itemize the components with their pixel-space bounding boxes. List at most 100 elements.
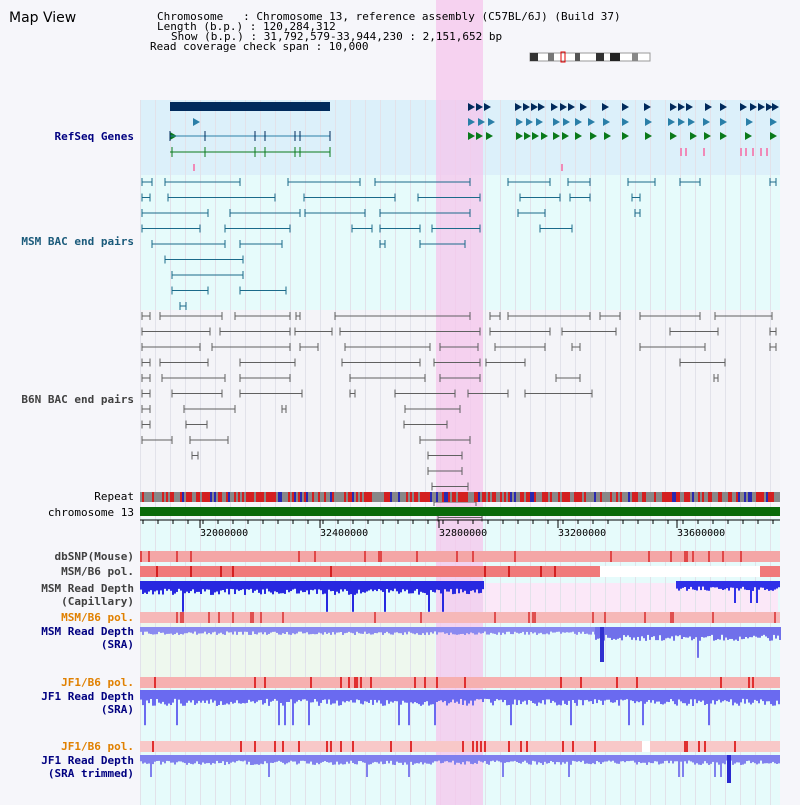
jf1-b6-pol-strip — [414, 677, 416, 688]
jf1-b6-pol-strip — [296, 677, 298, 688]
jf1-trim-depth-bar — [512, 755, 514, 762]
jf1-sra-depth-bar — [596, 690, 598, 704]
msm-b6-pol-strip — [650, 612, 652, 623]
jf1-trim-depth-bar — [490, 755, 492, 762]
msm-sra-depth-bar — [192, 627, 194, 634]
dbsnp-strip — [744, 551, 746, 562]
msm-b6-pol-strip — [262, 612, 264, 623]
track-label-msm-depth-sra-line1[interactable]: MSM Read Depth — [41, 625, 134, 638]
track-label-jf1-depth-sra-line1[interactable]: JF1 Read Depth — [41, 690, 134, 703]
msm-sra-depth-bar — [230, 627, 232, 633]
jf1-b6-pol-strip — [582, 741, 584, 752]
jf1-trim-depth-bar — [426, 755, 428, 764]
track-label-msm-bac[interactable]: MSM BAC end pairs — [21, 235, 134, 248]
track-label-repeat[interactable]: Repeat — [94, 490, 134, 503]
jf1-b6-pol-strip — [242, 677, 244, 688]
jf1-sra-depth-bar — [346, 690, 348, 701]
dbsnp-strip — [664, 551, 666, 562]
dbsnp-strip — [276, 551, 278, 562]
msm-b6-pol-strip — [730, 566, 732, 577]
selection-highlight — [436, 0, 483, 805]
dbsnp-strip — [160, 551, 162, 562]
jf1-b6-pol-strip — [718, 677, 720, 688]
msm-b6-pol-strip — [434, 612, 436, 623]
msm-sra-depth-bar — [198, 627, 200, 634]
msm-sra-depth-bar — [348, 627, 350, 632]
jf1-b6-pol-strip — [562, 741, 564, 752]
track-label-jf1-b6-pol-1[interactable]: JF1/B6 pol. — [61, 676, 134, 689]
msm-capillary-depth-bar — [296, 581, 298, 594]
jf1-trim-depth-bar — [160, 755, 162, 765]
dbsnp-strip — [596, 551, 598, 562]
refseq-gene-arrow — [644, 103, 651, 111]
jf1-trim-depth-bar — [602, 755, 604, 763]
msm-b6-pol-strip — [700, 566, 702, 577]
track-label-msm-depth-cap-line1[interactable]: MSM Read Depth — [41, 582, 134, 595]
repeat-segment — [672, 492, 674, 502]
msm-sra-depth-bar — [252, 627, 254, 632]
repeat-segment — [192, 492, 194, 502]
msm-sra-depth-bar — [342, 627, 344, 635]
track-label-jf1-b6-pol-2[interactable]: JF1/B6 pol. — [61, 740, 134, 753]
jf1-b6-pol-strip — [512, 741, 514, 752]
jf1-b6-pol-strip — [344, 741, 346, 752]
jf1-sra-depth-bar — [708, 690, 710, 726]
repeat-segment — [500, 492, 502, 502]
msm-capillary-depth-bar — [436, 581, 438, 590]
track-label-chromosome[interactable]: chromosome 13 — [47, 506, 134, 519]
jf1-sra-depth-bar — [576, 690, 578, 706]
track-label-dbsnp[interactable]: dbSNP(Mouse) — [54, 550, 134, 563]
jf1-sra-depth-bar — [734, 690, 736, 703]
jf1-b6-pol-strip — [490, 741, 492, 752]
track-label-jf1-depth-trim-line1[interactable]: JF1 Read Depth — [41, 754, 134, 767]
msm-b6-pol-strip — [316, 566, 318, 577]
track-label-b6n-bac[interactable]: B6N BAC end pairs — [21, 393, 134, 406]
jf1-b6-pol-strip — [528, 741, 530, 752]
jf1-b6-pol-strip — [658, 741, 660, 752]
track-label-msm-b6-pol-1[interactable]: MSM/B6 pol. — [61, 565, 134, 578]
jf1-b6-pol-strip — [260, 677, 262, 688]
repeat-segment — [146, 492, 148, 502]
dbsnp-strip — [268, 551, 270, 562]
track-label-refseq[interactable]: RefSeq Genes — [54, 130, 134, 143]
jf1-b6-pol-strip — [170, 741, 172, 752]
msm-b6-pol-strip — [494, 612, 496, 623]
msm-capillary-depth-bar — [184, 581, 186, 594]
dbsnp-strip — [716, 551, 718, 562]
msm-b6-pol-strip — [384, 566, 386, 577]
msm-capillary-depth-bar — [360, 581, 362, 594]
msm-b6-pol-strip — [524, 612, 526, 623]
msm-sra-depth-bar — [677, 627, 679, 637]
msm-sra-depth-bar — [214, 627, 216, 632]
msm-sra-depth-bar — [282, 627, 284, 634]
msm-capillary-depth-bar — [762, 581, 764, 588]
jf1-b6-pol-strip — [376, 741, 378, 752]
jf1-sra-depth-bar — [774, 690, 776, 706]
msm-b6-pol-strip — [220, 612, 222, 623]
repeat-segment — [436, 492, 438, 502]
msm-b6-pol-strip — [180, 612, 182, 623]
msm-sra-depth-bar — [713, 627, 715, 641]
dbsnp-strip — [486, 551, 488, 562]
msm-capillary-depth-bar — [154, 581, 156, 592]
msm-b6-pol-strip — [686, 612, 688, 623]
refseq-gene-arrow — [603, 118, 610, 126]
msm-b6-pol-strip — [668, 566, 670, 577]
msm-capillary-depth-bar — [328, 581, 330, 590]
jf1-b6-pol-strip — [380, 741, 382, 752]
repeat-segment — [658, 492, 660, 502]
msm-b6-pol-strip — [764, 566, 766, 577]
jf1-trim-depth-bar — [352, 755, 354, 763]
msm-capillary-depth-bar — [774, 581, 776, 590]
jf1-b6-pol-strip — [448, 741, 450, 752]
msm-b6-pol-strip — [466, 566, 468, 577]
msm-sra-depth-bar — [759, 627, 761, 638]
msm-b6-pol-strip — [372, 566, 374, 577]
track-label-msm-b6-pol-2[interactable]: MSM/B6 pol. — [61, 611, 134, 624]
jf1-trim-depth-bar — [644, 755, 646, 763]
jf1-b6-pol-strip — [172, 741, 174, 752]
msm-b6-pol-strip — [676, 612, 678, 623]
msm-b6-pol-strip — [608, 566, 610, 577]
msm-sra-depth-bar — [482, 627, 484, 634]
